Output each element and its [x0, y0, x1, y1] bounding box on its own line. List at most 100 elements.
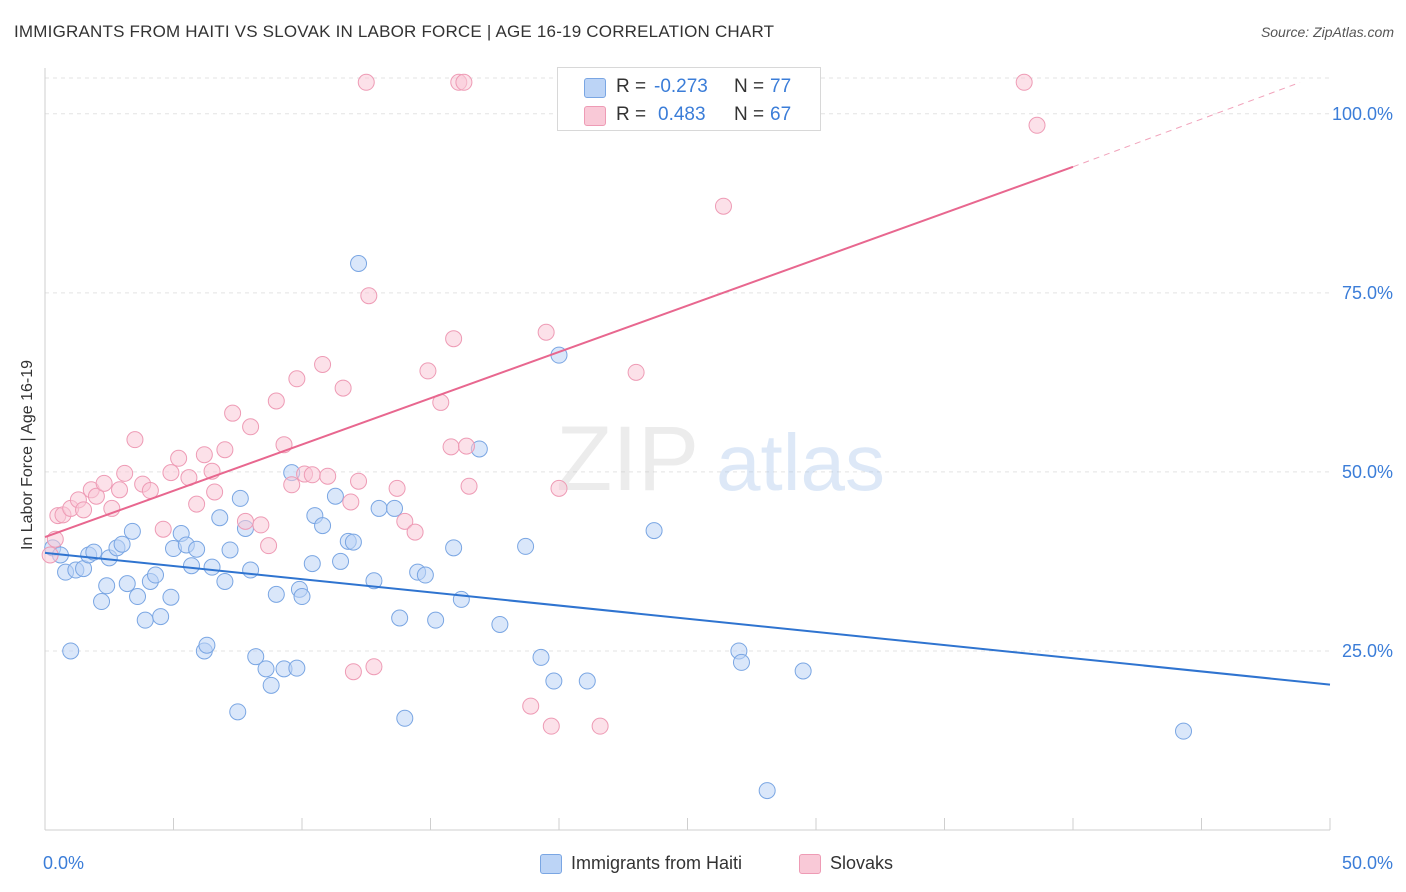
haiti-point — [314, 517, 332, 535]
haiti-point — [732, 653, 750, 671]
y-tick-label: 50.0% — [1342, 462, 1393, 482]
y-tick-label: 75.0% — [1342, 283, 1393, 303]
slovak-point — [154, 520, 172, 538]
n-value: 67 — [770, 104, 792, 125]
n-value: 77 — [770, 76, 792, 97]
slovak-point — [388, 479, 406, 497]
r-label: R = — [616, 104, 647, 125]
haiti-point — [391, 609, 409, 627]
slovak-point — [303, 466, 321, 484]
slovak-point — [357, 73, 375, 91]
correlation-legend: R = -0.273 N = 77 R = 0.483 N = 67 — [557, 67, 821, 131]
slovak-point — [170, 449, 188, 467]
haiti-point — [198, 636, 216, 654]
haiti-point — [445, 539, 463, 557]
haiti-point — [288, 659, 306, 677]
slovak-point — [537, 323, 555, 341]
slovak-point — [457, 437, 475, 455]
chart-title: IMMIGRANTS FROM HAITI VS SLOVAK IN LABOR… — [14, 22, 775, 41]
haiti-point — [303, 555, 321, 573]
haiti-point — [162, 588, 180, 606]
haiti-point — [491, 615, 509, 633]
slovak-point — [342, 493, 360, 511]
slovak-point — [1015, 73, 1033, 91]
slovak-point — [195, 446, 213, 464]
haiti-point — [98, 577, 116, 595]
haiti-point — [578, 672, 596, 690]
trend-lines — [44, 81, 1331, 686]
slovak-point — [224, 404, 242, 422]
haiti-point — [794, 662, 812, 680]
slovak-point — [419, 362, 437, 380]
legend-row-haiti: R = -0.273 N = 77 — [558, 72, 818, 102]
gridlines — [45, 77, 1330, 652]
n-label: N = — [734, 76, 765, 97]
haiti-point — [247, 648, 265, 666]
slovak-point — [460, 477, 478, 495]
slovak-point — [314, 355, 332, 373]
haiti-point — [416, 566, 434, 584]
haiti-swatch-icon — [540, 854, 562, 874]
slovak-trend-line — [44, 165, 1074, 539]
slovak-point — [1028, 116, 1046, 134]
haiti-point — [545, 672, 563, 690]
slovak-point — [360, 287, 378, 305]
slovak-point — [267, 392, 285, 410]
slovak-point — [550, 479, 568, 497]
r-value: 0.483 — [658, 104, 706, 125]
haiti-point — [85, 543, 103, 561]
haiti-point — [293, 588, 311, 606]
slovak-swatch-icon — [799, 854, 821, 874]
slovak-point — [334, 379, 352, 397]
slovak-point — [344, 663, 362, 681]
haiti-point — [427, 611, 445, 629]
slovak-point — [455, 73, 473, 91]
haiti-point — [211, 509, 229, 527]
haiti-point — [517, 537, 535, 555]
legend-label: Slovaks — [830, 853, 894, 873]
slovak-point — [162, 464, 180, 482]
haiti-point — [62, 642, 80, 660]
slovak-point — [396, 512, 414, 530]
watermark-atlas: atlas — [716, 418, 885, 507]
slovak-point — [319, 467, 337, 485]
slovak-point — [126, 431, 144, 449]
haiti-point — [123, 522, 141, 540]
slovak-point — [206, 483, 224, 501]
slovak-point — [75, 501, 93, 519]
haiti-point — [1175, 722, 1193, 740]
r-label: R = — [616, 76, 647, 97]
haiti-point — [216, 572, 234, 590]
haiti-point — [532, 648, 550, 666]
slovak-point — [236, 512, 254, 530]
haiti-point — [267, 585, 285, 603]
haiti-point — [221, 541, 239, 559]
haiti-point — [257, 660, 275, 678]
haiti-point — [758, 782, 776, 800]
haiti-point — [118, 575, 136, 593]
slovak-point — [627, 363, 645, 381]
haiti-point — [365, 572, 383, 590]
slovak-point — [445, 330, 463, 348]
slovak-point — [242, 418, 260, 436]
x-tick-label: 50.0% — [1342, 853, 1393, 873]
haiti-point — [262, 676, 280, 694]
slovak-point — [260, 537, 278, 555]
watermark: ZIP atlas — [556, 408, 885, 510]
series-legend: Immigrants from Haiti Slovaks — [0, 852, 1406, 876]
slovak-point — [406, 523, 424, 541]
haiti-point — [396, 709, 414, 727]
slovak-point — [714, 197, 732, 215]
slovak-point — [216, 441, 234, 459]
slovak-point — [522, 697, 540, 715]
haiti-point — [113, 535, 131, 553]
legend-row-slovaks: R = 0.483 N = 67 — [558, 100, 818, 130]
haiti-point — [231, 489, 249, 507]
chart-source: Source: ZipAtlas.com — [1260, 24, 1394, 40]
y-tick-label: 25.0% — [1342, 641, 1393, 661]
slovak-point — [252, 516, 270, 534]
slovak-point — [95, 474, 113, 492]
haiti-swatch-icon — [584, 78, 606, 98]
haiti-trend-line — [44, 551, 1331, 686]
